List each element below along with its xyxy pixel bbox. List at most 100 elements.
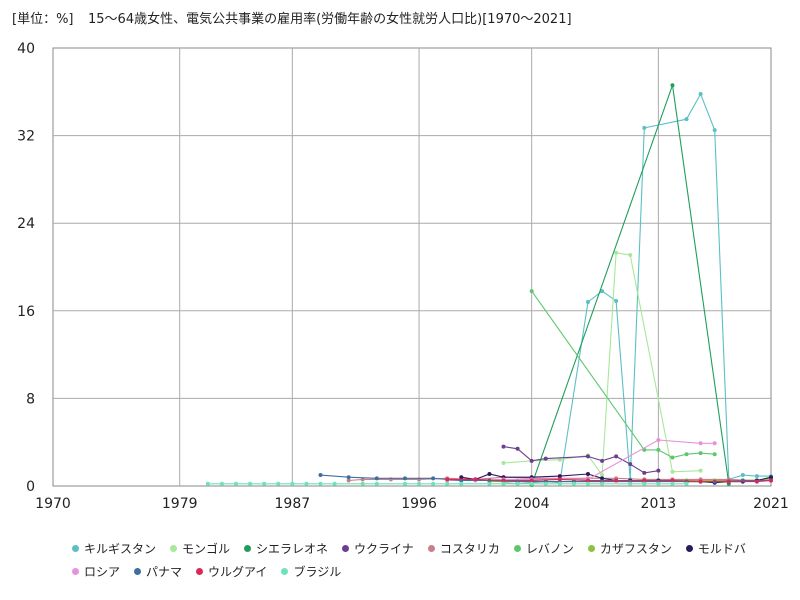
data-point-11 xyxy=(374,481,379,486)
plot-frame xyxy=(52,47,772,487)
data-point-10 xyxy=(642,478,647,483)
data-point-11 xyxy=(656,481,661,486)
data-point-9 xyxy=(374,476,379,481)
data-point-3 xyxy=(656,468,661,473)
data-point-10 xyxy=(529,478,534,483)
data-point-10 xyxy=(473,477,478,482)
data-point-11 xyxy=(445,481,450,486)
data-point-10 xyxy=(445,477,450,482)
x-tick-label: 2021 xyxy=(753,496,789,512)
legend-item: モンゴル xyxy=(170,540,230,557)
x-tick-label: 2013 xyxy=(641,496,677,512)
x-tick-label: 1970 xyxy=(35,496,71,512)
y-tick-label: 16 xyxy=(17,304,35,320)
unit-label: [単位：%] xyxy=(12,12,74,27)
data-point-0 xyxy=(698,91,703,96)
data-point-11 xyxy=(571,481,576,486)
data-point-11 xyxy=(402,481,407,486)
legend-label: モンゴル xyxy=(182,542,231,556)
data-point-1 xyxy=(501,461,506,466)
data-point-8 xyxy=(656,438,661,443)
legend-label: ウルグアイ xyxy=(208,565,268,579)
y-tick-label: 40 xyxy=(17,41,35,57)
data-point-11 xyxy=(684,481,689,486)
data-point-10 xyxy=(557,477,562,482)
data-point-11 xyxy=(600,481,605,486)
data-point-11 xyxy=(459,481,464,486)
x-tick-label: 1987 xyxy=(275,496,311,512)
data-point-8 xyxy=(712,441,717,446)
data-point-2 xyxy=(670,83,675,88)
data-point-11 xyxy=(628,481,633,486)
series-line-2 xyxy=(531,85,730,486)
data-point-11 xyxy=(360,481,365,486)
legend-item: ウルグアイ xyxy=(196,563,267,580)
legend-label: モルドバ xyxy=(697,542,746,556)
legend-label: パナマ xyxy=(146,565,183,579)
data-point-0 xyxy=(684,117,689,122)
data-point-1 xyxy=(600,473,605,478)
data-point-5 xyxy=(670,455,675,460)
data-point-8 xyxy=(698,441,703,446)
data-point-0 xyxy=(754,474,759,479)
legend-label: ブラジル xyxy=(293,565,342,579)
data-point-0 xyxy=(712,128,717,133)
legend-marker xyxy=(244,545,252,552)
y-tick-label: 24 xyxy=(17,216,35,232)
legend-item: キルギスタン xyxy=(72,540,156,557)
data-point-11 xyxy=(543,481,548,486)
legend-marker xyxy=(196,568,204,575)
data-point-10 xyxy=(501,478,506,483)
data-point-11 xyxy=(585,481,590,486)
legend-label: シエラレオネ xyxy=(256,542,329,556)
data-point-0 xyxy=(614,298,619,303)
data-point-9 xyxy=(346,475,351,480)
data-point-11 xyxy=(248,481,253,486)
data-point-3 xyxy=(515,446,520,451)
data-point-10 xyxy=(754,479,759,484)
chart-title: 15〜64歳女性、電気公共事業の雇用率(労働年齢の女性就労人口比)[1970〜2… xyxy=(88,12,572,27)
legend-marker xyxy=(72,545,79,552)
data-point-10 xyxy=(698,479,703,484)
y-tick-label: 0 xyxy=(26,479,35,495)
data-point-7 xyxy=(557,474,562,479)
legend-marker xyxy=(170,545,178,552)
data-point-11 xyxy=(234,481,239,486)
data-point-4 xyxy=(360,477,365,482)
data-point-5 xyxy=(684,452,689,457)
legend-marker xyxy=(427,545,435,552)
legend-label: ロシア xyxy=(84,565,121,579)
data-point-7 xyxy=(600,476,605,481)
data-point-10 xyxy=(726,479,731,484)
legend-item: カザフスタン xyxy=(587,540,672,557)
data-point-3 xyxy=(628,462,633,467)
data-point-1 xyxy=(698,468,703,473)
legend-item: ブラジル xyxy=(281,563,341,580)
data-point-11 xyxy=(417,481,422,486)
data-point-10 xyxy=(769,478,773,483)
data-point-11 xyxy=(318,481,323,486)
y-tick-label: 32 xyxy=(17,129,35,145)
data-point-11 xyxy=(642,481,647,486)
data-point-3 xyxy=(600,458,605,463)
data-point-9 xyxy=(402,476,407,481)
legend-marker xyxy=(342,545,350,552)
x-tick-label: 1979 xyxy=(162,496,198,512)
data-point-10 xyxy=(670,478,675,483)
legend-label: コスタリカ xyxy=(439,542,500,556)
data-point-1 xyxy=(614,250,619,255)
data-point-11 xyxy=(219,481,224,486)
data-point-11 xyxy=(262,481,267,486)
data-point-3 xyxy=(642,470,647,475)
data-point-11 xyxy=(529,481,534,486)
data-point-3 xyxy=(543,456,548,461)
data-point-11 xyxy=(276,481,281,486)
x-tick-label: 2004 xyxy=(514,496,550,512)
data-point-11 xyxy=(290,481,295,486)
legend-item: レバノン xyxy=(513,540,574,557)
data-point-9 xyxy=(431,476,436,481)
data-point-5 xyxy=(712,452,717,457)
legend-item: モルドバ xyxy=(685,540,746,557)
legend-label: カザフスタン xyxy=(599,542,672,556)
